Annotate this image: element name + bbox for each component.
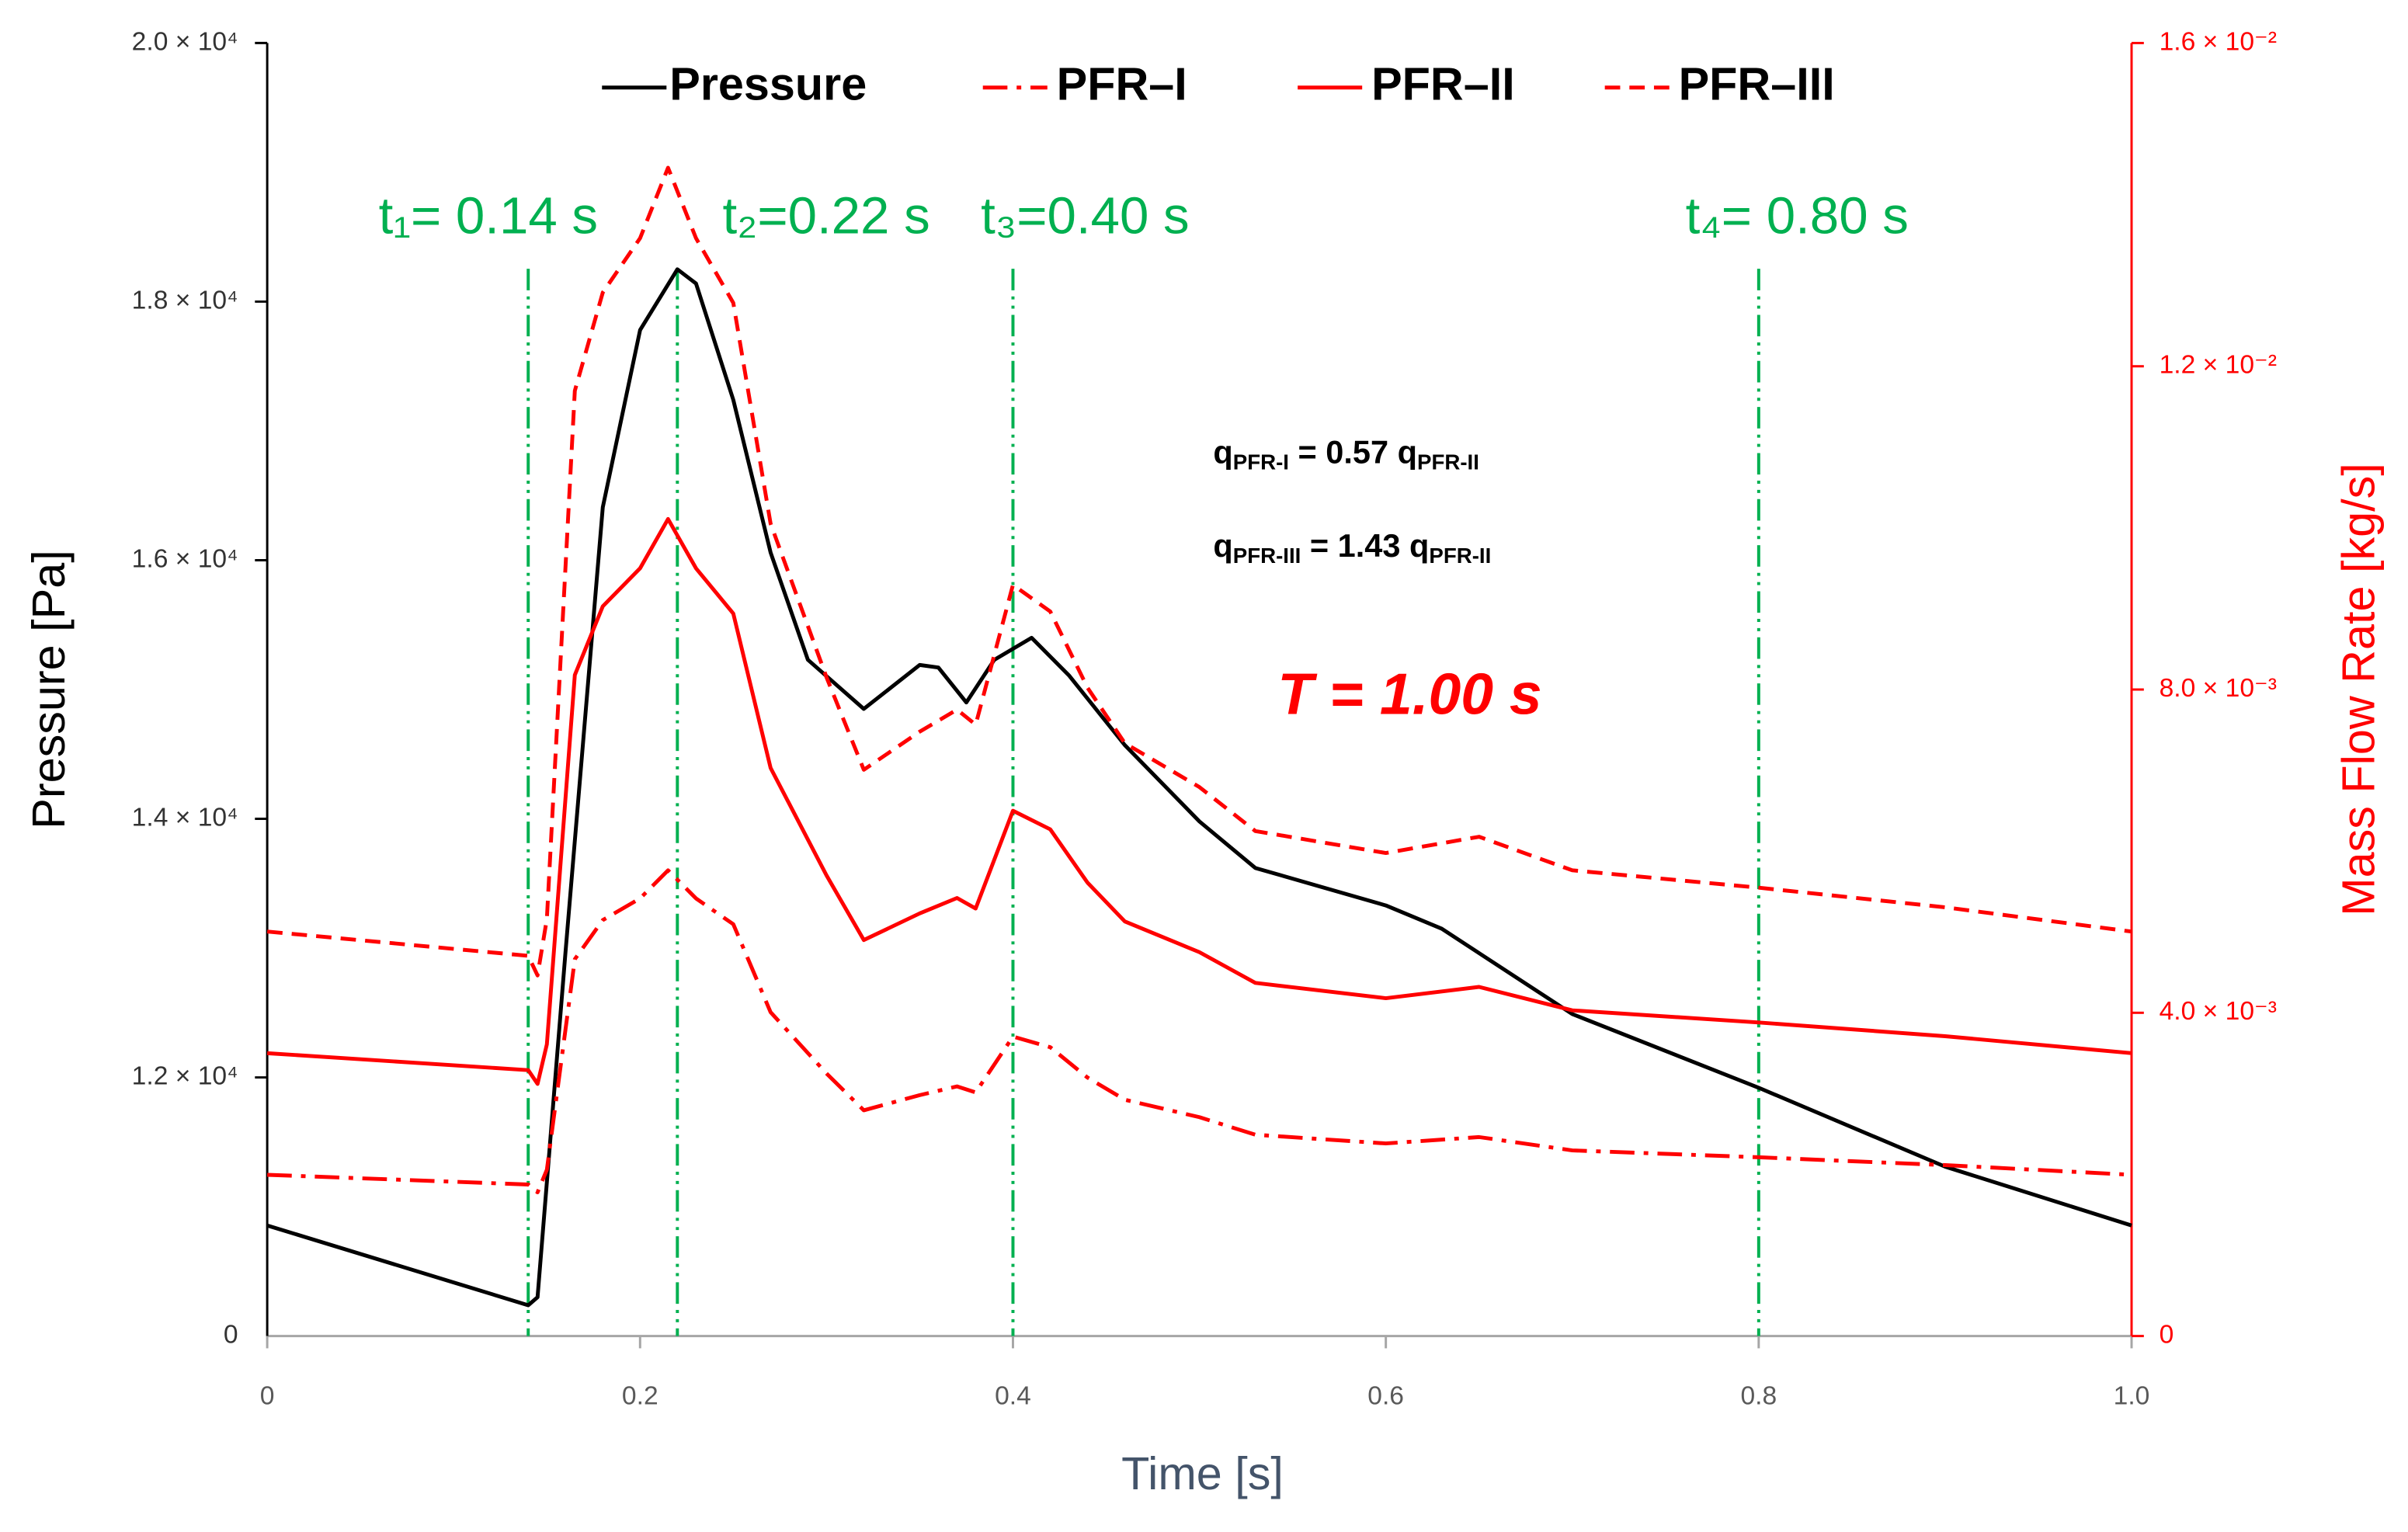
- legend-label: PFR–III: [1679, 57, 1835, 109]
- y2-tick-label: 0: [2160, 1320, 2174, 1349]
- annotation-subscript: PFR-II: [1429, 544, 1491, 568]
- y-origin-label: 0: [224, 1320, 238, 1349]
- legend-label: PFR–II: [1371, 57, 1515, 109]
- series-line: [266, 267, 2132, 1308]
- event-label: t₁= 0.14 s: [379, 187, 598, 245]
- annotation-text: = 0.57 q: [1289, 433, 1417, 470]
- annotation-subscript: PFR-III: [1233, 544, 1301, 568]
- y2-axis-title: Mass Flow Rate [kg/s]: [2332, 463, 2384, 916]
- period-label: T = 1.00 s: [1277, 662, 1541, 727]
- series-line: [266, 165, 2132, 978]
- annotation-subscript: PFR-I: [1233, 450, 1289, 474]
- annotation-text: = 1.43 q: [1301, 527, 1429, 564]
- annotation-subscript: PFR-II: [1417, 450, 1479, 474]
- y2-tick-label: 1.6 × 10⁻²: [2160, 27, 2277, 56]
- legend-label: PFR–I: [1057, 57, 1187, 109]
- annotation-text: q: [1213, 527, 1232, 564]
- annotation-text: q: [1213, 433, 1232, 470]
- annotation: qPFR-I = 0.57 qPFR-II: [1213, 433, 1479, 474]
- y2-tick-label: 1.2 × 10⁻²: [2160, 351, 2277, 380]
- y2-tick-label: 8.0 × 10⁻³: [2160, 674, 2277, 703]
- y2-tick-label: 4.0 × 10⁻³: [2160, 997, 2277, 1026]
- x-tick-label: 0.2: [622, 1382, 658, 1411]
- series-line: [267, 868, 2132, 1195]
- y-tick-label: 1.6 × 10⁴: [132, 544, 238, 573]
- x-tick-label: 0: [260, 1382, 275, 1411]
- y-tick-label: 2.0 × 10⁴: [132, 27, 238, 56]
- series-line: [266, 516, 2132, 1086]
- annotation: qPFR-III = 1.43 qPFR-II: [1213, 527, 1491, 568]
- x-tick-label: 0.6: [1367, 1382, 1404, 1411]
- legend-label: Pressure: [669, 57, 867, 109]
- x-tick-label: 1.0: [2114, 1382, 2150, 1411]
- event-label: t₃=0.40 s: [981, 187, 1189, 245]
- event-label: t₂=0.22 s: [723, 187, 930, 245]
- event-label: t₄= 0.80 s: [1686, 187, 1909, 245]
- y-axis-title: Pressure [Pa]: [23, 550, 75, 829]
- y-tick-label: 1.4 × 10⁴: [132, 803, 238, 832]
- x-tick-label: 0.8: [1740, 1382, 1777, 1411]
- y-tick-label: 1.2 × 10⁴: [132, 1061, 238, 1090]
- y-tick-label: 1.8 × 10⁴: [132, 286, 238, 314]
- x-axis-title: Time [s]: [1121, 1447, 1284, 1499]
- x-tick-label: 0.4: [995, 1382, 1031, 1411]
